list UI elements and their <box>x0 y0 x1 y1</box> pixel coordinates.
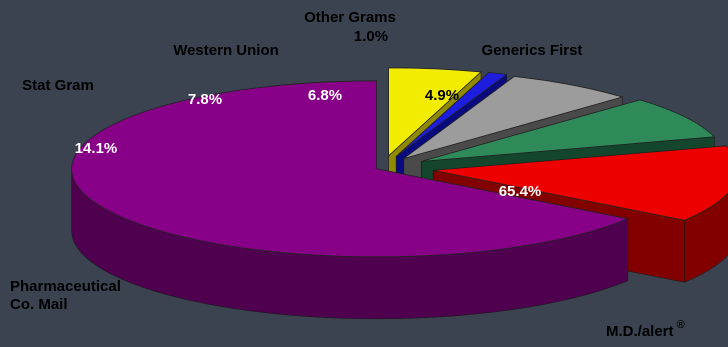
generics-first-slice <box>388 67 482 157</box>
m-d-alert-slice <box>71 80 630 258</box>
m-d-alert-category-label: M.D./alert ® <box>606 319 685 340</box>
pharmaceutical-co-mail-value-label: 14.1% <box>75 140 118 157</box>
other-grams-slice <box>395 72 508 157</box>
slice-tops-group <box>71 67 728 258</box>
stat-gram-slice <box>421 99 716 162</box>
labels-group: Generics First 4.9% Other Grams 1.0% Western… <box>10 9 685 340</box>
generics-first-category-label: Generics First <box>482 42 583 59</box>
other-grams-value-label: 1.0% <box>354 28 388 45</box>
western-union-slice <box>403 76 624 159</box>
stat-gram-value-label: 7.8% <box>188 91 222 108</box>
generics-first-value-label: 4.9% <box>425 87 459 104</box>
pharmaceutical-co-mail-category-label: Pharmaceutical Co. Mail <box>10 278 121 313</box>
pharmaceutical-co-mail-slice <box>433 145 728 221</box>
stat-gram-category-label: Stat Gram <box>22 77 94 94</box>
m-d-alert-value-label: 65.4% <box>499 183 542 200</box>
other-grams-category-label: Other Grams <box>304 9 396 26</box>
pharmaceutical-co-mail-side-0 <box>684 192 728 283</box>
western-union-category-label: Western Union <box>173 42 279 59</box>
western-union-value-label: 6.8% <box>308 87 342 104</box>
slice-sides-group <box>71 168 728 320</box>
